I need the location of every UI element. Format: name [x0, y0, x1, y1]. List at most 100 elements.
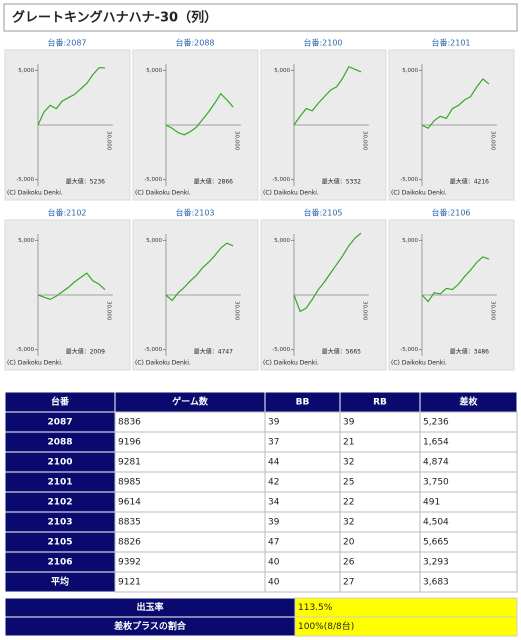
cell-text: 9614: [118, 498, 141, 508]
slump-line: [37, 272, 106, 301]
x-axis-label: 30,000: [106, 301, 112, 321]
cell-text: 20: [343, 538, 355, 548]
y-tick-label: 5,000: [274, 68, 290, 74]
x-axis-label: 30,000: [362, 301, 368, 321]
slump-line: [165, 242, 234, 302]
y-tick-label: 5,000: [146, 238, 162, 244]
cell-text: 9196: [118, 438, 141, 448]
graph-label: 台番:2088: [175, 38, 214, 48]
cell-text: 9281: [118, 458, 141, 468]
header-text: 差枚: [459, 396, 478, 408]
max-label: 最大値：5236: [66, 178, 105, 186]
cell-text: 491: [423, 498, 440, 508]
row-head-text: 2100: [47, 458, 72, 468]
summary-value: 100%(8/8台): [298, 620, 354, 632]
x-axis-label: 30,000: [490, 301, 496, 321]
cell-text: 3,750: [423, 478, 449, 488]
copyright: (C) Daikoku Denki.: [391, 360, 447, 367]
cell-text: 5,665: [423, 538, 449, 548]
x-axis-label: 30,000: [106, 131, 112, 151]
max-label: 最大値：4747: [194, 348, 233, 356]
y-tick-label: -5,000: [272, 347, 290, 353]
copyright: (C) Daikoku Denki.: [263, 360, 319, 367]
header-text: 台番: [51, 396, 70, 408]
cell-text: 25: [343, 478, 354, 488]
graph-label: 台番:2102: [47, 208, 86, 218]
cell-text: 27: [343, 578, 354, 588]
slump-line: [421, 78, 490, 130]
graph-label: 台番:2103: [175, 208, 214, 218]
row-head-text: 2088: [47, 438, 72, 448]
graph-label: 台番:2101: [431, 38, 470, 48]
copyright: (C) Daikoku Denki.: [7, 360, 63, 367]
cell-text: 39: [268, 418, 280, 428]
cell-text: 3,293: [423, 558, 449, 568]
y-tick-label: -5,000: [16, 177, 34, 183]
slump-line: [293, 232, 362, 313]
y-tick-label: 5,000: [402, 238, 418, 244]
x-axis-label: 30,000: [490, 131, 496, 151]
max-label: 最大値：5665: [322, 348, 361, 356]
graph-label: 台番:2100: [303, 38, 342, 48]
y-tick-label: -5,000: [400, 177, 418, 183]
cell-text: 9392: [118, 558, 141, 568]
row-head-text: 2102: [47, 498, 72, 508]
cell-text: 34: [268, 498, 280, 508]
cell-text: 5,236: [423, 418, 449, 428]
cell-text: 8985: [118, 478, 141, 488]
row-head-text: 2101: [47, 478, 72, 488]
summary-value: 113.5%: [298, 603, 333, 613]
cell-text: 21: [343, 438, 354, 448]
y-tick-label: -5,000: [16, 347, 34, 353]
slump-line: [165, 92, 234, 136]
cell-text: 4,874: [423, 458, 449, 468]
row-head-text: 平均: [51, 576, 69, 588]
max-label: 最大値：2009: [66, 348, 105, 356]
cell: [419, 571, 518, 593]
header-text: BB: [296, 398, 310, 408]
title-box: [3, 3, 518, 32]
y-tick-label: 5,000: [402, 68, 418, 74]
max-label: 最大値：5332: [322, 178, 361, 186]
y-tick-label: -5,000: [144, 347, 162, 353]
copyright: (C) Daikoku Denki.: [135, 190, 191, 197]
cell-text: 9121: [118, 578, 141, 588]
row-head-text: 2087: [47, 418, 72, 428]
cell-text: 37: [268, 438, 279, 448]
cell-text: 1,654: [423, 438, 449, 448]
row-head-text: 2106: [47, 558, 72, 568]
cell-text: 22: [343, 498, 354, 508]
cell-text: 3,683: [423, 578, 449, 588]
cell-text: 40: [268, 578, 280, 588]
copyright: (C) Daikoku Denki.: [135, 360, 191, 367]
cell-text: 42: [268, 478, 279, 488]
cell-text: 8835: [118, 518, 141, 528]
graph-label: 台番:2105: [303, 208, 342, 218]
graph-label: 台番:2087: [47, 38, 86, 48]
y-tick-label: -5,000: [272, 177, 290, 183]
summary-label: 差枚プラスの割合: [114, 620, 187, 632]
y-tick-label: 5,000: [18, 68, 34, 74]
x-axis-label: 30,000: [234, 301, 240, 321]
cell-text: 39: [343, 418, 355, 428]
summary-value-cell: [294, 616, 518, 637]
y-tick-label: -5,000: [400, 347, 418, 353]
x-axis-label: 30,000: [362, 131, 368, 151]
cell-text: 44: [268, 458, 280, 468]
max-label: 最大値：3486: [450, 348, 489, 356]
slump-line: [37, 67, 105, 126]
slump-line: [293, 65, 362, 126]
max-label: 最大値：4216: [450, 178, 489, 186]
copyright: (C) Daikoku Denki.: [7, 190, 63, 197]
cell-text: 40: [268, 558, 280, 568]
cell-text: 32: [343, 458, 354, 468]
page-title: グレートキングハナハナ-30（列）: [12, 10, 217, 26]
cell-text: 32: [343, 518, 354, 528]
copyright: (C) Daikoku Denki.: [263, 190, 319, 197]
cell-text: 8836: [118, 418, 141, 428]
cell-text: 39: [268, 518, 280, 528]
cell-text: 26: [343, 558, 355, 568]
y-tick-label: 5,000: [18, 238, 34, 244]
y-tick-label: -5,000: [144, 177, 162, 183]
